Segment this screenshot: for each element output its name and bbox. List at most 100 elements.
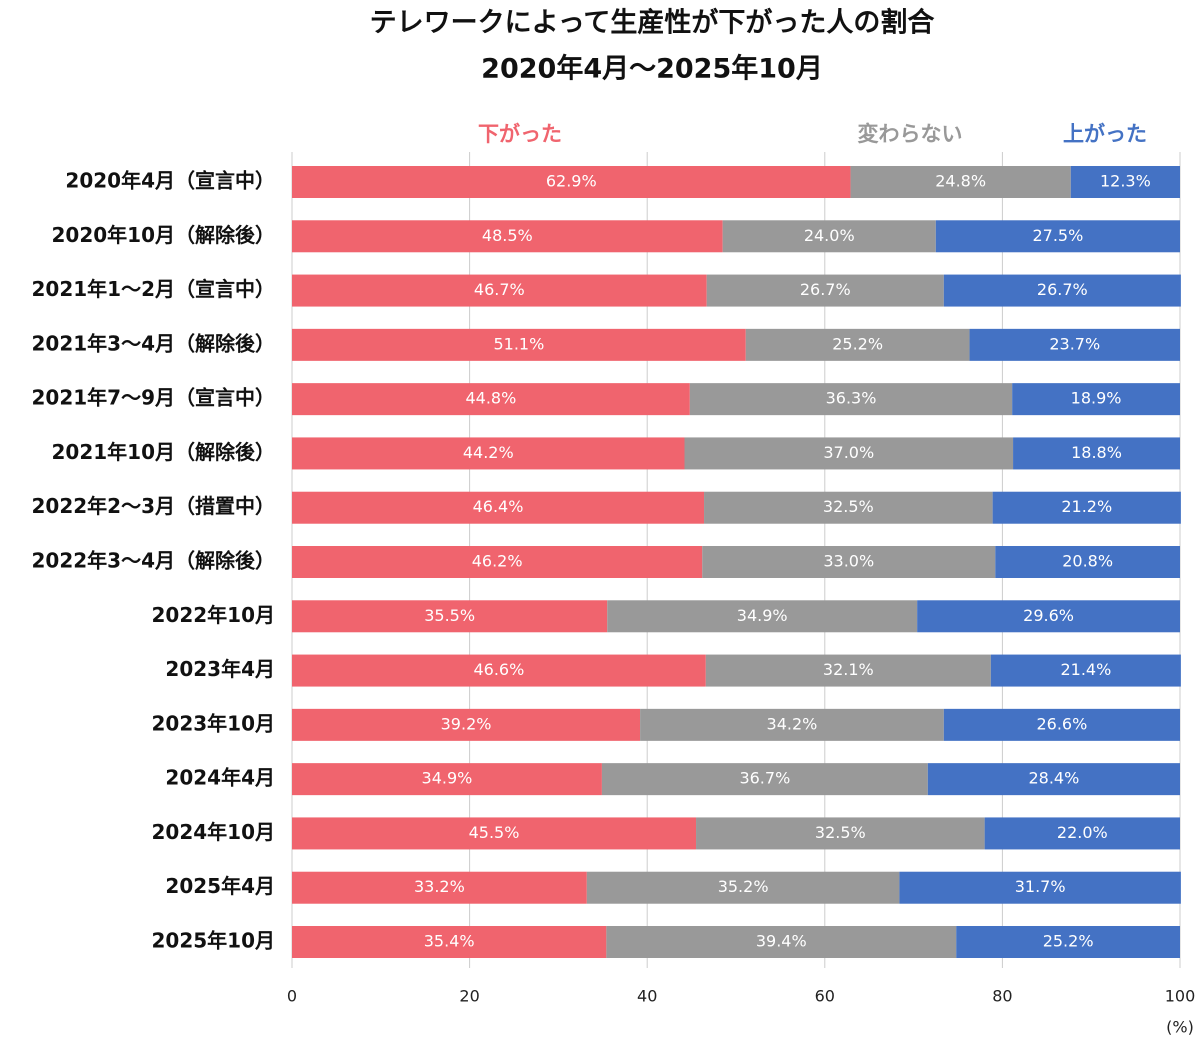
y-tick-label: 2025年10月 [152,929,276,953]
bar-segment [696,817,985,850]
bar-segment [990,654,1181,687]
y-tick-label: 2022年2〜3月（措置中） [32,494,276,518]
bar-segment [927,763,1180,796]
value-label: 21.4% [1060,660,1111,679]
bar-segment [850,166,1071,198]
y-tick-label: 2024年10月 [152,820,276,844]
x-tick-label: 60 [815,987,835,1006]
value-label: 62.9% [546,172,597,191]
value-label: 39.4% [756,932,807,951]
bar-segment [292,926,607,958]
x-tick-label: 20 [459,987,479,1006]
legend-label: 変わらない [858,122,963,146]
value-label: 32.5% [815,823,866,842]
value-label: 28.4% [1028,769,1079,788]
value-label: 26.6% [1036,714,1087,733]
bar-segment [1070,166,1180,198]
bar-segment [995,546,1180,578]
x-tick-label: 80 [992,987,1012,1006]
value-label: 33.0% [823,552,874,571]
bar-segment [984,817,1180,850]
value-label: 29.6% [1023,606,1074,625]
y-tick-label: 2021年1〜2月（宣言中） [32,277,276,301]
bar-segment [1013,437,1180,470]
value-label: 35.5% [424,606,475,625]
value-label: 27.5% [1032,226,1083,245]
bar-segment [601,763,928,796]
y-tick-label: 2024年4月 [165,766,275,790]
bar-segment [292,383,690,416]
y-tick-label: 2023年4月 [165,657,275,681]
value-label: 45.5% [469,823,520,842]
bar-segment [969,328,1180,361]
bar-segment [292,437,685,470]
bar-segment [292,871,587,904]
value-label: 26.7% [800,280,851,299]
y-tick-label: 2021年7〜9月（宣言中） [32,386,276,410]
x-axis-label: (%) [1166,1018,1194,1037]
value-label: 20.8% [1062,552,1113,571]
value-label: 18.9% [1071,389,1122,408]
y-tick-label: 2020年10月（解除後） [52,223,276,247]
value-label: 34.9% [737,606,788,625]
x-tick-label: 100 [1165,987,1196,1006]
value-label: 18.8% [1071,443,1122,462]
bar-segment [292,328,746,361]
value-label: 24.8% [935,172,986,191]
bar-segment [292,654,706,687]
bar-segment [689,383,1013,416]
bar-segment [992,491,1181,524]
bar-segment [943,708,1180,741]
y-tick-label: 2022年10月 [152,603,276,627]
bar-segment [292,220,723,253]
bar-segment [917,600,1180,633]
value-label: 26.7% [1037,280,1088,299]
x-tick-label: 40 [637,987,657,1006]
value-label: 24.0% [804,226,855,245]
y-tick-label: 2022年3〜4月（解除後） [32,549,276,573]
chart-title: テレワークによって生産性が下がった人の割合 [370,7,935,39]
bar-segment [706,274,944,307]
value-label: 12.3% [1100,172,1151,191]
bar-segment [722,220,936,253]
bar-segment [1012,383,1180,416]
y-tick-label: 2023年10月 [152,711,276,735]
x-tick-label: 0 [287,987,297,1006]
bar-segment [292,166,851,198]
value-label: 35.4% [424,932,475,951]
bar-segment [606,926,957,958]
value-label: 51.1% [493,334,544,353]
bar-segment [292,817,697,850]
bar-segment [702,546,996,578]
bar-segment [704,491,993,524]
value-label: 44.8% [465,389,516,408]
y-tick-label: 2020年4月（宣言中） [65,169,275,193]
bar-segment [292,763,602,796]
y-tick-label: 2025年4月 [165,874,275,898]
value-label: 25.2% [1043,932,1094,951]
bar-segment [292,708,641,741]
y-tick-label: 2021年3〜4月（解除後） [32,331,276,355]
legend-label: 下がった [478,122,562,146]
bar-segment [607,600,918,633]
value-label: 25.2% [832,334,883,353]
value-label: 36.3% [826,389,877,408]
value-label: 35.2% [718,877,769,896]
bar-segment [705,654,991,687]
value-label: 34.2% [767,714,818,733]
value-label: 32.5% [823,497,874,516]
value-label: 33.2% [414,877,465,896]
bar-segment [745,328,970,361]
bar-segment [292,274,707,307]
value-label: 37.0% [823,443,874,462]
bar-segment [292,546,703,578]
value-label: 23.7% [1049,334,1100,353]
value-label: 46.7% [474,280,525,299]
value-label: 39.2% [441,714,492,733]
bar-segment [586,871,900,904]
bar-segment [292,491,705,524]
value-label: 36.7% [739,769,790,788]
chart-subtitle: 2020年4月〜2025年10月 [481,53,823,85]
bar-segment [292,600,608,633]
